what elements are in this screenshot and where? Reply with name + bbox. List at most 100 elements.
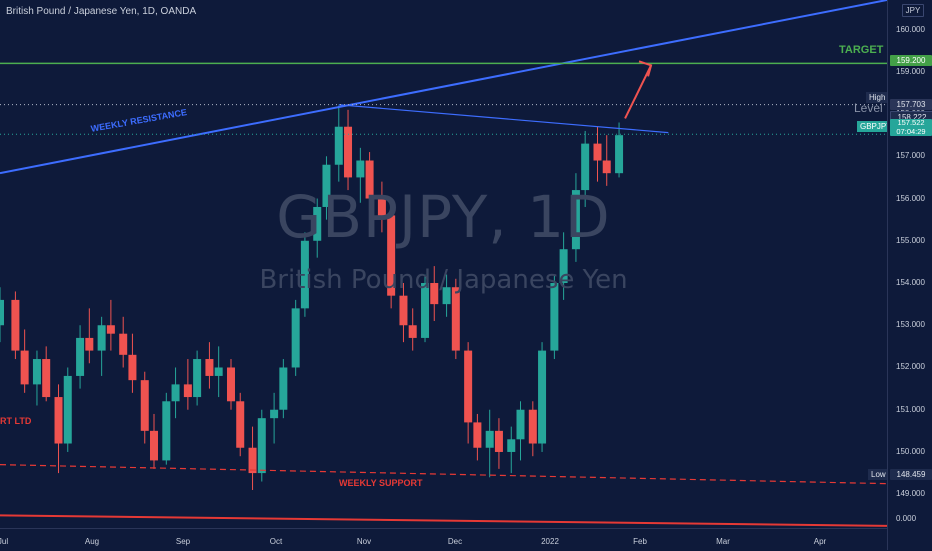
candle-body [248,447,257,474]
level-line [338,104,669,134]
candle-body [162,401,171,461]
time-tick-label: Aug [84,537,100,546]
time-tick-label: 2022 [541,537,559,546]
candle-body [593,143,602,161]
candle-body [356,160,365,178]
candle-body [464,350,473,423]
currency-badge[interactable]: JPY [902,4,924,17]
candle-body [538,350,547,444]
target-arrow [624,64,652,119]
support-ltd-label: RT LTD [0,416,32,426]
candle-body [0,299,4,326]
time-tick-label: Feb [633,537,647,546]
time-tick-label: Nov [356,537,372,546]
candle-body [119,333,128,355]
target-label: TARGET [839,44,884,56]
candle-body [322,164,331,207]
candle-body [602,160,611,174]
candle-body [300,240,309,309]
bar-countdown: 07:04:29 [896,126,926,136]
candle-body [279,367,288,410]
candle-body [205,359,214,376]
symbol-title: British Pound / Japanese Yen, 1D, OANDA [6,6,197,17]
price-axis[interactable]: JPY 160.000159.000158.000157.000156.0001… [887,0,932,550]
candle-body [365,160,374,199]
candle-body [451,287,460,351]
candle-body [377,198,386,216]
candle-body [421,283,430,338]
time-tick-label: Jul [0,537,9,546]
candle-body [550,283,559,351]
low-label: Low [868,469,889,480]
price-tick-label: 151.000 [896,404,925,414]
price-tick-label: 152.000 [896,362,925,372]
candle-body [313,206,322,241]
candle-body [615,135,624,174]
time-tick-label: Sep [175,537,191,546]
candle-body [507,439,516,452]
high-label: High [866,92,889,103]
candle-body [11,299,20,351]
time-tick-label: Apr [813,537,827,546]
low-price-tag: 148.459 [890,469,932,480]
symbol-tag: GBPJPY [857,121,895,132]
candle-body [291,308,300,368]
price-tick-label: 0.000 [896,514,917,523]
candle-body [494,430,503,452]
time-axis[interactable]: Jul Aug Sep Oct Nov Dec 2022 Feb Mar Apr [0,528,887,551]
candle-body [473,422,482,448]
price-tick-label: 159.000 [896,66,925,76]
candle-body [171,384,180,402]
candle-body [226,367,235,402]
last-price-tag: 157.522 07:04:29 [890,118,932,136]
target-price-tag: 159.200 [890,55,932,66]
time-tick-label: Mar [716,537,730,546]
price-tick-label: 160.000 [896,24,925,34]
candle-body [214,367,223,376]
candle-body [128,354,137,381]
candle-body [442,287,451,305]
candle-body [76,337,85,376]
weekly-support-label: WEEKLY SUPPORT [339,478,423,488]
support-ltd-line [0,464,887,485]
candle-body [399,295,408,326]
time-tick-label: Oct [269,537,283,546]
time-tick-label: Dec [447,537,463,546]
price-tick-label: 155.000 [896,235,925,245]
weekly-support-line [0,514,887,527]
candle-body [571,190,580,250]
candle-body [140,380,149,431]
candle-body [54,397,63,444]
candle-body [97,325,106,351]
candle-body [387,215,396,296]
level-label: Level [854,101,883,115]
candle-body [430,283,439,305]
level-price-tag-value: 157.703 [890,99,932,110]
candle-body [257,418,266,474]
candle-body [42,359,51,398]
candle-body [581,143,590,191]
candle-body [528,409,537,444]
candle-body [270,409,279,419]
weekly-resistance-line [0,0,887,175]
price-tick-label: 149.000 [896,489,925,499]
price-tick-label: 150.000 [896,446,925,456]
price-chart[interactable] [0,0,887,528]
candle-body [63,375,72,444]
candle-body [334,126,343,165]
candle-body [408,325,417,338]
candle-body [485,430,494,448]
price-tick-label: 153.000 [896,320,925,330]
price-tick-label: 154.000 [896,278,925,287]
candle-body [85,337,94,351]
candle-body [344,126,353,178]
last-price: 157.522 [897,118,925,127]
target-arrow-head [638,60,653,77]
price-tick-label: 157.000 [896,151,925,161]
candle-body [183,384,192,398]
candle-body [32,359,41,385]
price-tick-label: 156.000 [896,193,925,203]
candle-body [149,430,158,461]
candle-body [106,325,115,334]
